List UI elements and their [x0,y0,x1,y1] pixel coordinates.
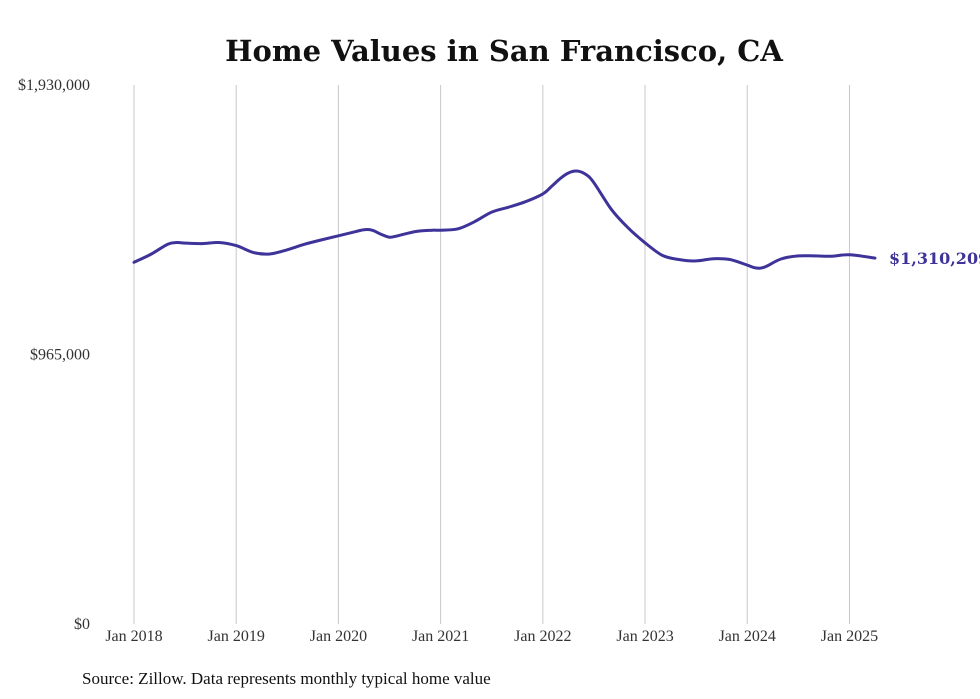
x-tick-label: Jan 2022 [514,628,571,645]
x-tick-label: Jan 2020 [310,628,367,645]
x-tick-label: Jan 2021 [412,628,469,645]
x-tick-label: Jan 2019 [208,628,265,645]
source-note: Source: Zillow. Data represents monthly … [82,669,491,688]
x-tick-label: Jan 2025 [821,628,878,645]
grid-lines [133,85,850,624]
x-axis: Jan 2018 Jan 2019 Jan 2020 Jan 2021 Jan 2022… [105,628,878,645]
y-tick-label: $965,000 [30,347,90,364]
end-value-label: $1,310,209 [889,249,980,268]
x-tick-label: Jan 2018 [105,628,162,645]
y-tick-label: $0 [74,616,90,633]
x-tick-label: Jan 2024 [719,628,776,645]
series-line-0 [132,169,877,270]
chart-title: Home Values in San Francisco, CA [225,34,783,68]
y-axis: $1,930,000 $965,000 $0 [18,77,90,633]
x-tick-label: Jan 2023 [616,628,673,645]
y-tick-label: $1,930,000 [18,77,90,94]
series-layer [132,169,877,270]
